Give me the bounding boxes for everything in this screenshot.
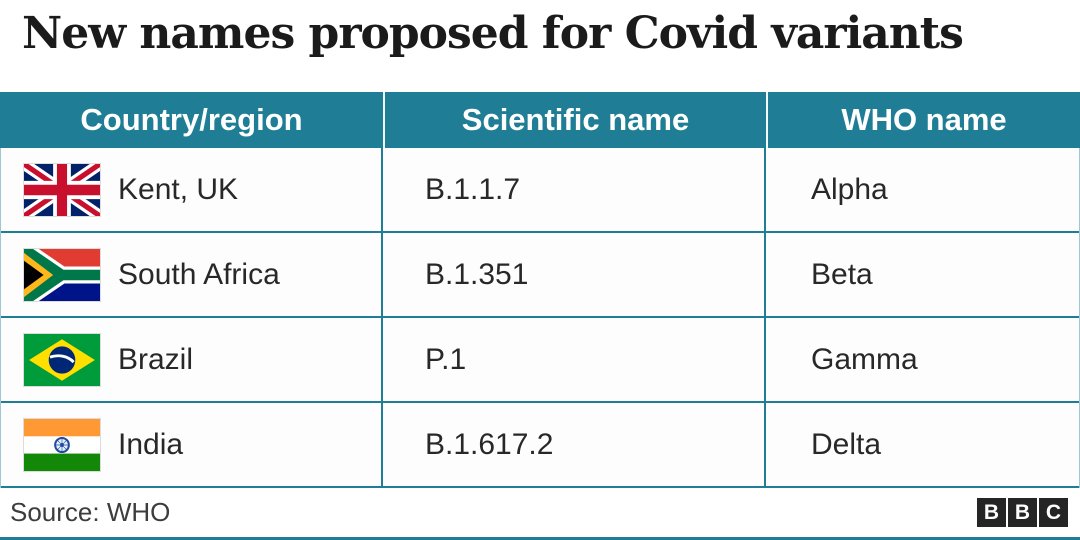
brazil-flag-icon xyxy=(24,333,100,386)
india-flag-icon xyxy=(24,418,100,471)
who-name-cell: Alpha xyxy=(811,172,888,206)
variants-table: Country/region Scientific name WHO name xyxy=(0,92,1080,488)
country-cell: Brazil xyxy=(1,318,383,401)
country-cell: Kent, UK xyxy=(1,148,383,231)
bbc-logo-letter: B xyxy=(977,498,1006,527)
who-name-cell: Beta xyxy=(811,257,873,291)
bbc-logo-letter: C xyxy=(1039,498,1068,527)
scientific-name-cell: B.1.617.2 xyxy=(383,403,766,486)
table-row: India B.1.617.2 Delta xyxy=(1,403,1079,488)
column-header-scientific: Scientific name xyxy=(383,92,766,148)
page-title: New names proposed for Covid variants xyxy=(22,8,964,59)
country-label: India xyxy=(118,427,184,461)
table-body: Kent, UK B.1.1.7 Alpha xyxy=(0,148,1080,488)
table-row: South Africa B.1.351 Beta xyxy=(1,233,1079,318)
country-label: South Africa xyxy=(118,257,280,291)
scientific-name-cell: P.1 xyxy=(383,318,766,401)
column-header-country: Country/region xyxy=(80,102,303,137)
bbc-logo-letter: B xyxy=(1008,498,1037,527)
who-name-cell: Delta xyxy=(811,427,882,461)
table-header-row: Country/region Scientific name WHO name xyxy=(0,92,1080,148)
column-header-who: WHO name xyxy=(766,92,1080,148)
table-row: Kent, UK B.1.1.7 Alpha xyxy=(1,148,1079,233)
uk-flag-icon xyxy=(24,163,100,216)
scientific-name-cell: B.1.1.7 xyxy=(383,148,766,231)
source-credit: Source: WHO xyxy=(10,497,171,527)
country-label: Kent, UK xyxy=(118,172,239,206)
scientific-name-cell: B.1.351 xyxy=(383,233,766,316)
who-name-cell: Gamma xyxy=(811,342,918,376)
south-africa-flag-icon xyxy=(24,248,100,301)
bbc-logo: B B C xyxy=(977,498,1068,527)
bottom-accent-bar xyxy=(0,537,1080,540)
country-cell: South Africa xyxy=(1,233,383,316)
table-row: Brazil P.1 Gamma xyxy=(1,318,1079,403)
country-cell: India xyxy=(1,403,383,486)
country-label: Brazil xyxy=(118,342,194,376)
